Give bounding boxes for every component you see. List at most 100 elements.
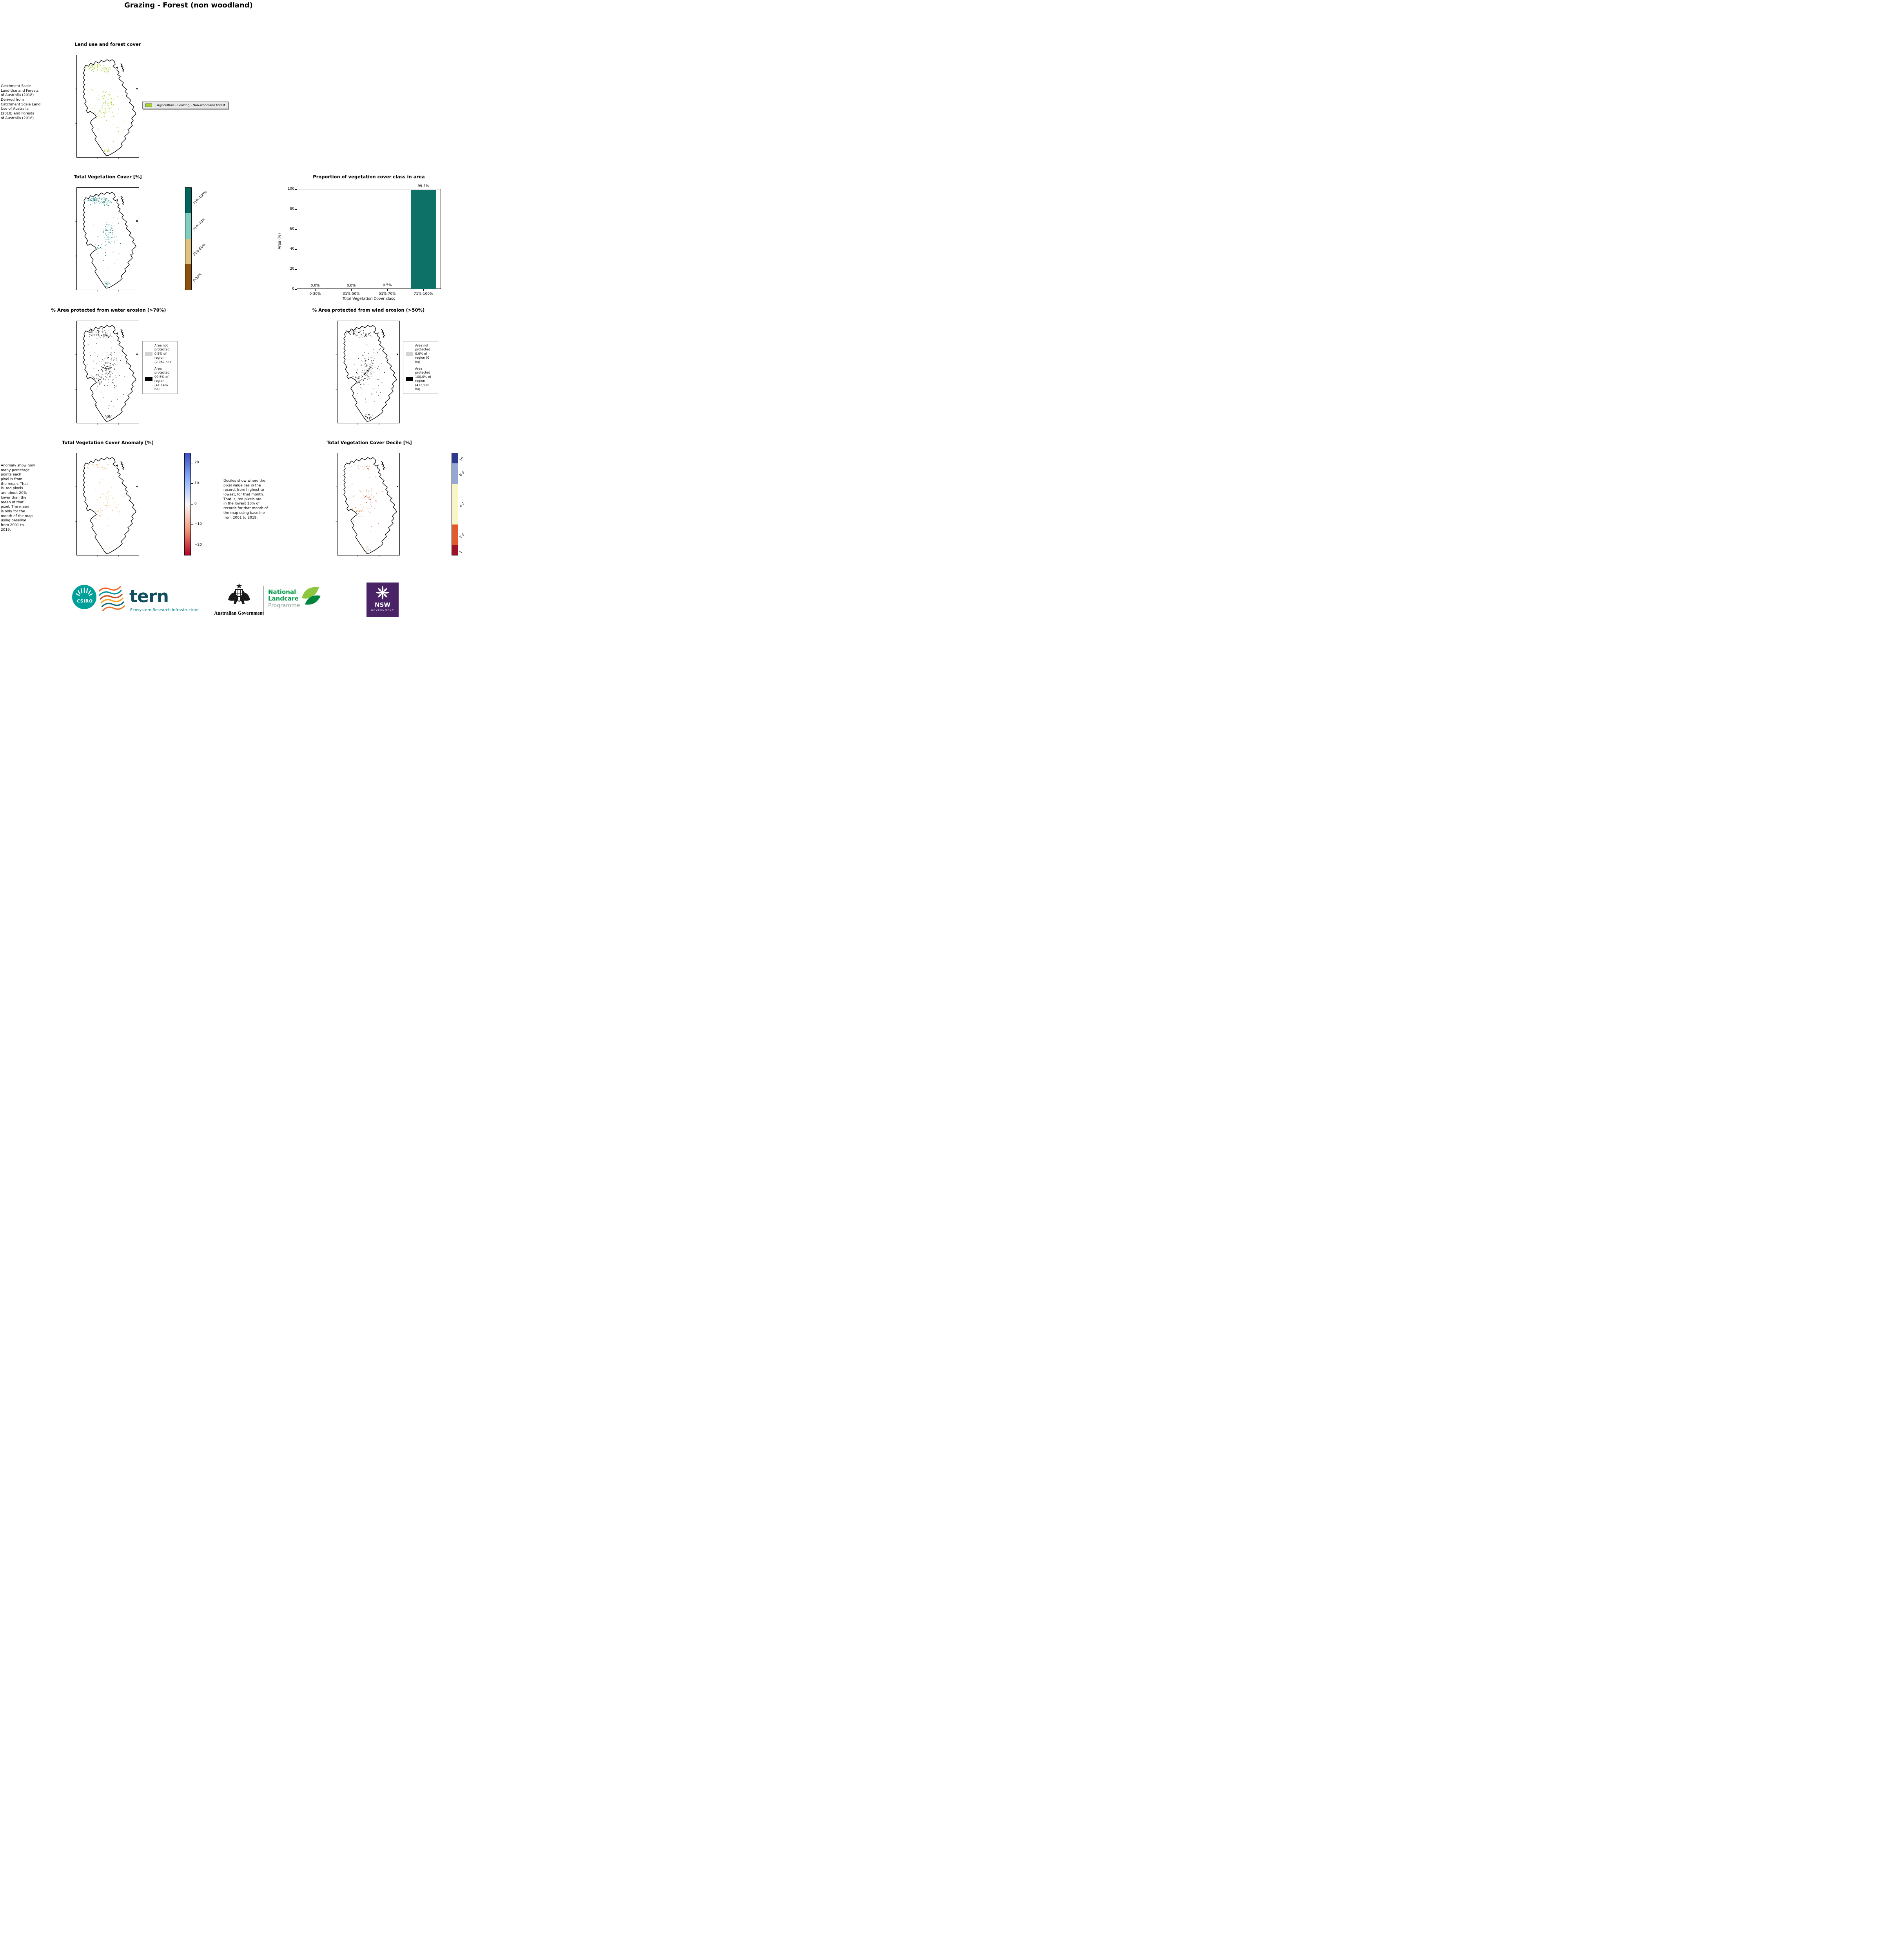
bar xyxy=(411,190,436,289)
landuse-legend-swatch xyxy=(145,103,152,107)
wind-legend: Area not protected 0.0% of region (0 ha)… xyxy=(403,341,438,394)
decile-colorbar-segment xyxy=(452,484,458,525)
proportion-title: Proportion of vegetation cover class in … xyxy=(313,174,425,180)
nlp-line2: Landcare xyxy=(268,595,299,603)
coast-squiggle xyxy=(381,329,385,338)
tvc-colorbar-segment xyxy=(185,188,191,213)
map-frame xyxy=(76,55,139,158)
legend-item: Area protected 99.5% of region (410,487 … xyxy=(145,367,175,391)
coast-squiggle xyxy=(120,329,125,338)
proportion-chart: 0 20 40 60 80 100 0-30% 0.0% 31%-50% 0.0% 51%-70% 0… xyxy=(288,184,441,296)
decile-colorbar-label: 1 xyxy=(459,550,463,555)
catchment-outline xyxy=(83,59,136,156)
decile-colorbar-segment xyxy=(452,545,458,555)
wind-title: % Area protected from wind erosion (>50%… xyxy=(312,307,425,313)
nsw-label: NSW xyxy=(375,601,390,608)
legend-item: Area protected 100.0% of region (412,550… xyxy=(406,367,435,391)
nsw-government-logo: NSW GOVERNMENT xyxy=(366,583,399,617)
anomaly-colorbar-ticklabel: −20 xyxy=(194,543,202,547)
bar-value-label: 0.5% xyxy=(383,283,392,287)
landuse-caption: Catchment Scale Land Use and Forests of … xyxy=(1,84,41,120)
not-protected-swatch xyxy=(145,352,152,356)
landcare-leaves-icon xyxy=(302,587,321,605)
decile-colorbar xyxy=(452,453,458,555)
y-tick xyxy=(295,289,297,290)
report-page: Grazing - Forest (non woodland) Land use… xyxy=(0,0,471,626)
ausgov-label: Australian Government xyxy=(214,610,264,616)
y-tick xyxy=(295,229,297,230)
nlp-line3: Programme xyxy=(268,602,300,609)
anomaly-colorbar-ticklabel: 0 xyxy=(194,502,197,506)
anomaly-caption: Anomaly show how many percetage points e… xyxy=(1,464,35,532)
island-mark xyxy=(136,220,138,222)
bar-value-label: 0.0% xyxy=(347,284,356,288)
protected-label: Area protected 99.5% of region (410,487 … xyxy=(154,367,170,391)
water-legend: Area not protected 0.5% of region (2,062… xyxy=(142,341,178,394)
catchment-outline xyxy=(343,325,397,422)
y-tick-label: 20 xyxy=(290,267,294,271)
island-mark xyxy=(136,354,138,355)
tvc-title: Total Vegetation Cover [%] xyxy=(74,174,142,180)
protected-swatch xyxy=(145,377,152,381)
anomaly-colorbar-tick xyxy=(191,504,193,505)
nsw-sub-label: GOVERNMENT xyxy=(371,609,394,612)
australian-coat-of-arms-icon xyxy=(228,583,250,604)
anomaly-colorbar-ticklabel: −10 xyxy=(194,522,202,526)
landuse-legend-label: 1 Agriculture - Grazing - Non-woodland f… xyxy=(154,103,225,107)
y-tick-label: 40 xyxy=(290,247,294,251)
bar-value-label: 99.5% xyxy=(417,184,429,189)
y-tick-label: 80 xyxy=(290,207,294,211)
tvc-colorbar-label: 0-30% xyxy=(192,272,203,283)
anomaly-colorbar-tick xyxy=(191,524,193,525)
anomaly-colorbar xyxy=(184,453,191,555)
pixel-speckles xyxy=(350,463,383,552)
y-tick xyxy=(295,249,297,250)
tern-logo: tern xyxy=(129,586,169,606)
x-tick xyxy=(351,289,352,291)
page-title: Grazing - Forest (non woodland) xyxy=(124,1,253,9)
x-tick-label: 71%-100% xyxy=(414,292,433,296)
tvc-colorbar-segment xyxy=(185,213,191,239)
wind-erosion-map xyxy=(336,321,400,425)
pixel-speckles xyxy=(87,463,124,549)
catchment-outline xyxy=(83,192,136,289)
y-tick xyxy=(295,189,297,190)
map-frame xyxy=(76,187,139,290)
decile-map xyxy=(336,453,400,557)
y-tick xyxy=(295,209,297,210)
anomaly-colorbar-tick xyxy=(191,483,193,484)
landuse-map xyxy=(75,55,139,159)
tern-subtitle: Ecosystem Research Infrastructure xyxy=(130,608,199,612)
footer-divider xyxy=(263,586,264,615)
not-protected-swatch xyxy=(406,352,413,356)
decile-caption: Deciles show where the pixel value lies … xyxy=(223,479,268,520)
nlp-logo: National Landcare Programme xyxy=(268,588,300,609)
decile-colorbar-label: 4-7 xyxy=(459,501,466,508)
anomaly-colorbar-ticklabel: 10 xyxy=(194,481,199,485)
csiro-icon xyxy=(72,585,96,609)
x-tick xyxy=(315,289,316,291)
coast-squiggle xyxy=(120,461,125,470)
x-tick-label: 0-30% xyxy=(309,292,321,296)
tvc-colorbar-label: 51%-70% xyxy=(192,217,207,232)
tvc-colorbar xyxy=(185,187,192,290)
indigenous-art-icon xyxy=(99,586,125,612)
waratah-icon xyxy=(376,586,390,600)
island-mark xyxy=(397,486,398,487)
catchment-outline xyxy=(83,457,136,554)
bar-value-label: 0.0% xyxy=(310,284,320,288)
island-mark xyxy=(136,486,138,487)
y-tick-label: 100 xyxy=(287,187,294,191)
tvc-map xyxy=(75,187,139,292)
island-mark xyxy=(397,354,398,355)
water-title: % Area protected from water erosion (>70… xyxy=(51,307,166,313)
y-tick xyxy=(295,269,297,270)
not-protected-label: Area not protected 0.0% of region (0 ha) xyxy=(415,344,430,364)
protected-swatch xyxy=(406,377,413,381)
coast-squiggle xyxy=(381,461,385,470)
island-mark xyxy=(136,88,138,89)
landuse-title: Land use and forest cover xyxy=(74,42,141,47)
pixel-speckles xyxy=(346,329,387,420)
not-protected-label: Area not protected 0.5% of region (2,062… xyxy=(154,344,171,364)
map-frame xyxy=(76,321,139,423)
